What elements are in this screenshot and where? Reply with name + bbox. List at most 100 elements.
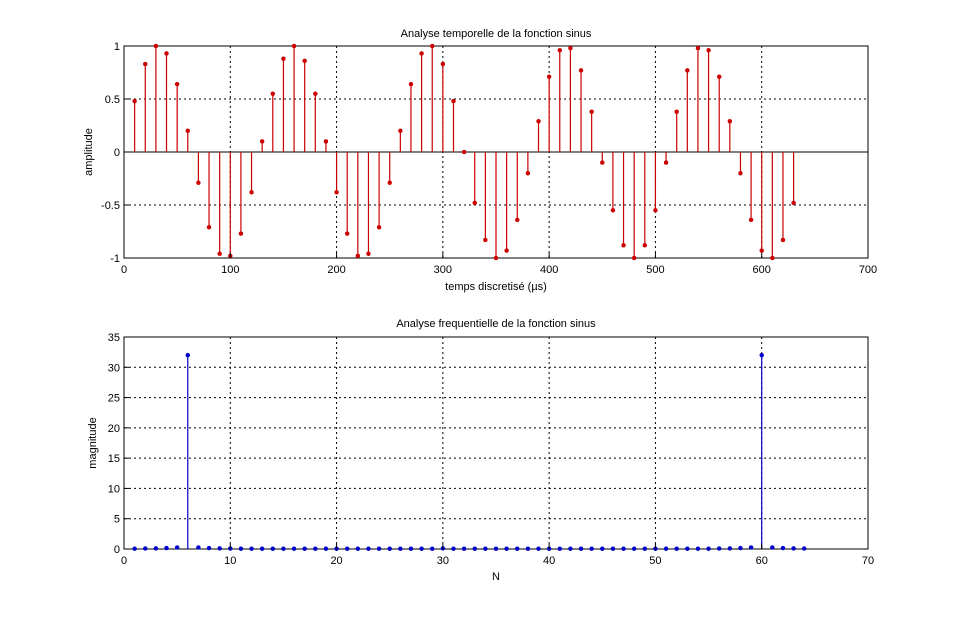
time-domain-stem-marker: [791, 200, 796, 206]
frequency-domain-stem-marker: [376, 546, 382, 551]
time-domain-stem-marker: [589, 109, 594, 114]
time-domain-stem-marker: [440, 61, 446, 67]
time-domain-xtick-label: 400: [540, 264, 558, 276]
frequency-domain-stem-marker: [366, 546, 371, 551]
time-domain-stem-marker: [525, 170, 531, 176]
time-domain-stem-marker: [748, 217, 754, 223]
time-domain-stem-marker: [546, 74, 552, 79]
frequency-domain-ticks: 0 10 20 30 40 50 60 70 0 5 10 15 20 25 30 35: [108, 332, 874, 567]
time-domain-stem-marker: [196, 180, 201, 185]
frequency-domain-stem-marker: [525, 546, 531, 551]
frequency-domain-ytick-label: 10: [108, 483, 120, 495]
frequency-domain-xtick-label: 0: [121, 555, 127, 567]
frequency-domain-stem-marker: [589, 546, 594, 551]
time-domain-stem-marker: [738, 170, 743, 176]
frequency-domain-stem-marker: [323, 546, 329, 551]
time-domain-stem-marker: [727, 119, 733, 124]
frequency-domain-stem-marker: [196, 545, 201, 550]
time-domain-stem-marker: [600, 160, 605, 165]
time-domain-stems: [132, 43, 796, 261]
time-domain-title: Analyse temporelle de la fonction sinus: [401, 28, 592, 40]
frequency-domain-ytick-label: 15: [108, 453, 120, 465]
frequency-domain-stem-marker: [302, 546, 307, 551]
time-domain-stem-marker: [429, 43, 435, 49]
frequency-domain-xtick-label: 30: [437, 555, 449, 567]
time-domain-stem-marker: [408, 81, 414, 87]
time-domain-stem-marker: [387, 180, 392, 185]
time-domain-ytick-label: 1: [114, 41, 120, 53]
frequency-domain-stem-marker: [642, 546, 648, 551]
frequency-domain-ytick-label: 5: [114, 514, 120, 526]
time-domain-stem-marker: [259, 139, 265, 144]
frequency-domain-ytick-label: 25: [108, 393, 120, 405]
frequency-domain-stem-marker: [631, 546, 637, 551]
frequency-domain-stem-marker: [206, 545, 212, 551]
frequency-domain-stem-marker: [461, 546, 467, 551]
time-domain-stem-marker: [132, 98, 137, 104]
time-domain-stem-marker: [759, 248, 764, 253]
frequency-domain-stem-marker: [568, 546, 573, 551]
frequency-domain-stem-marker: [727, 546, 733, 551]
frequency-domain-stem-marker: [716, 546, 722, 551]
time-domain-xlabel: temps discretisé (µs): [445, 281, 547, 293]
time-domain-stem-marker: [153, 43, 159, 49]
time-domain-stem-marker: [344, 231, 350, 236]
frequency-domain-stem-marker: [557, 546, 563, 551]
time-domain-ylabel: amplitude: [83, 128, 95, 176]
frequency-domain-stem-marker: [387, 546, 392, 551]
frequency-domain-stem-marker: [291, 546, 297, 551]
frequency-domain-xtick-label: 70: [862, 555, 874, 567]
frequency-domain-stem-marker: [429, 546, 435, 551]
frequency-domain-xlabel: N: [492, 571, 500, 583]
frequency-domain-xtick-label: 10: [224, 555, 236, 567]
frequency-domain-stem-marker: [536, 546, 541, 551]
frequency-domain-ytick-label: 35: [108, 332, 120, 344]
time-domain-stem-marker: [536, 119, 541, 124]
frequency-domain-ytick-label: 20: [108, 423, 120, 435]
frequency-domain-stem-marker: [483, 546, 488, 551]
frequency-domain-stem-marker: [695, 546, 701, 551]
time-domain-ytick-label: 0: [114, 147, 120, 159]
frequency-domain-stem-marker: [515, 546, 520, 551]
time-domain-stem-marker: [217, 251, 222, 257]
frequency-domain-xtick-label: 20: [330, 555, 342, 567]
time-domain-stem-marker: [663, 160, 669, 165]
frequency-domain-title: Analyse frequentielle de la fonction sin…: [396, 318, 596, 330]
time-domain-xtick-label: 0: [121, 264, 127, 276]
frequency-domain-stems: [132, 352, 807, 551]
time-domain-stem-marker: [706, 47, 711, 53]
frequency-domain-stem-marker: [398, 546, 403, 551]
time-domain-stem-marker: [185, 128, 191, 134]
time-domain-xtick-label: 500: [646, 264, 664, 276]
time-domain-stem-marker: [291, 43, 297, 49]
frequency-domain-xtick-label: 40: [543, 555, 555, 567]
frequency-domain-axes: Analyse frequentielle de la fonction sin…: [87, 318, 874, 583]
time-domain-ticks: 0 100 200 300 400 500 600 700 -1 -0.5 0 0.5 1: [101, 41, 877, 276]
frequency-domain-stem-marker: [132, 546, 137, 551]
time-domain-stem-marker: [493, 255, 499, 261]
frequency-domain-stem-marker: [706, 546, 711, 551]
time-domain-stem-marker: [515, 217, 520, 223]
frequency-domain-stem-marker: [600, 546, 605, 551]
time-domain-stem-marker: [249, 190, 254, 195]
frequency-domain-stem-marker: [281, 546, 286, 551]
frequency-domain-stem-marker: [143, 546, 148, 551]
frequency-domain-stem-marker: [238, 546, 244, 551]
time-domain-stem-marker: [695, 45, 701, 51]
time-domain-stem-marker: [419, 51, 424, 56]
time-domain-stem-marker: [398, 128, 403, 134]
time-domain-stem-marker: [355, 253, 361, 259]
time-domain-stem-marker: [376, 225, 382, 230]
frequency-domain-stem-marker: [217, 546, 222, 551]
frequency-domain-stem-marker: [355, 546, 361, 551]
time-domain-stem-marker: [642, 243, 648, 248]
time-domain-stem-marker: [334, 190, 339, 195]
time-domain-xtick-label: 700: [859, 264, 877, 276]
frequency-domain-stem-marker: [780, 545, 786, 551]
frequency-domain-stem-marker: [153, 546, 159, 551]
time-domain-ytick-label: -1: [110, 253, 120, 265]
time-domain-xtick-label: 300: [434, 264, 452, 276]
frequency-domain-stem-marker: [270, 546, 276, 551]
frequency-domain-stem-marker: [748, 545, 754, 550]
